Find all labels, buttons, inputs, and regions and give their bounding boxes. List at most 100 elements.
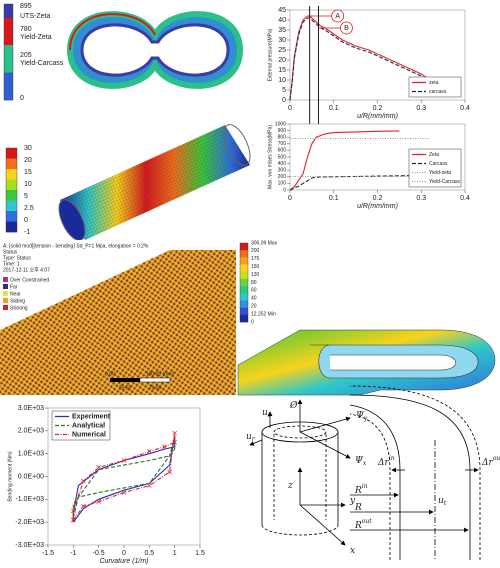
- series-marker: [121, 490, 127, 495]
- label-sup: out: [493, 455, 500, 462]
- ring-model: [66, 11, 244, 89]
- series-marker: [172, 430, 177, 436]
- x-tick-label: 0.2: [373, 195, 383, 202]
- y-tick-label: 400: [278, 161, 287, 167]
- bend-diagram: [349, 385, 481, 560]
- series-marker: [96, 465, 101, 470]
- fe-legend-label: Near: [10, 291, 21, 297]
- cylinder-diagram: [249, 399, 351, 546]
- y-tick-label: 0: [282, 97, 286, 104]
- colorbar-label: 780: [20, 26, 32, 33]
- colorbar-label: 12.252 Min: [251, 311, 276, 317]
- y-tick-label: -3.0E+03: [15, 542, 44, 549]
- y-tick-label: 0: [283, 187, 286, 193]
- label-base: R: [354, 521, 362, 531]
- x-tick-label: -1: [70, 550, 76, 557]
- label-sub: y: [363, 415, 368, 422]
- colorbar-segment: [4, 4, 13, 19]
- y-tick-label: 200: [278, 174, 287, 180]
- legend-label: Yield-zeta: [429, 170, 451, 176]
- y-tick-label: 3.0E+03: [18, 405, 44, 412]
- series-marker: [96, 499, 101, 504]
- x-axis-label: Curvature (1/m): [99, 558, 148, 565]
- fe-legend-label: Sticking: [10, 305, 28, 311]
- diagram-label: Ψx: [355, 456, 367, 467]
- colorbar-label: 40: [251, 296, 257, 302]
- fe-header: Time: 1: [3, 261, 20, 267]
- x-tick-label: 0.1: [329, 105, 339, 112]
- series-marker: [162, 444, 167, 450]
- diagram-label: y: [349, 496, 356, 506]
- y-tick-label: 900: [278, 128, 287, 134]
- tube-model: [58, 124, 251, 241]
- colorbar-segment: [4, 58, 13, 73]
- x-tick-label: 0: [122, 550, 126, 557]
- x-tick-label: 1: [173, 550, 177, 557]
- fe-header: Type: Status: [3, 255, 31, 261]
- annotation-label: B: [344, 25, 349, 32]
- x-tick-label: 0.4: [460, 105, 470, 112]
- scale-label: 25.00: [119, 385, 132, 391]
- annotation-circle: [340, 21, 353, 35]
- colorbar-label: Yield-Zeta: [20, 34, 52, 41]
- colorbar-segment: [6, 179, 17, 191]
- series-line: [289, 130, 400, 191]
- colorbar-segment: [240, 300, 248, 308]
- series-line: [289, 15, 431, 101]
- fe-legend-label: Sliding: [10, 298, 25, 304]
- x-tick-label: 0.1: [329, 195, 339, 202]
- series-line: [72, 433, 176, 521]
- colorbar-frame: [3, 3, 14, 101]
- colorbar-segment: [6, 211, 17, 222]
- x-tick-label: 1.5: [195, 550, 205, 557]
- colorbar-segment: [240, 264, 248, 273]
- label-base: Δr: [481, 458, 493, 468]
- colorbar-label: 80: [251, 280, 257, 286]
- y-tick-label: 35: [278, 27, 286, 34]
- fe-header: Status: [3, 249, 18, 255]
- label-sup: in: [362, 483, 368, 490]
- colorbar-segment: [6, 158, 17, 170]
- diagram-label: uz: [262, 408, 272, 419]
- diagram-label: ut: [438, 496, 447, 507]
- colorbar-label: -1: [24, 229, 30, 236]
- label-base: Δr: [377, 458, 389, 468]
- series-marker: [147, 449, 152, 454]
- colorbar-label: 20: [251, 304, 257, 310]
- colorbar-label: 200: [251, 248, 260, 254]
- y-tick-label: 5: [282, 87, 286, 94]
- y-tick-label: -2.0E+03: [15, 519, 44, 526]
- y-tick-label: 25: [278, 47, 286, 54]
- y-tick-label: 0.0E+00: [18, 473, 44, 480]
- label-sub: t: [444, 500, 447, 507]
- diagram-label: Ψy: [356, 411, 368, 422]
- legend-label: Numerical: [72, 431, 106, 438]
- x-tick-label: -0.5: [93, 550, 105, 557]
- label-base: x: [350, 546, 355, 556]
- colorbar-label: 306.09 Max: [251, 240, 278, 246]
- y-axis-label: Bending moment (Nm): [7, 451, 13, 502]
- label-sup: out: [362, 518, 372, 525]
- legend-label: Carcass: [429, 161, 448, 167]
- legend-label: Zeta: [429, 152, 439, 158]
- colorbar-segment: [4, 45, 13, 60]
- colorbar-label: 2.5: [24, 205, 34, 212]
- series-marker: [167, 469, 172, 475]
- scale-label: 75.00: [149, 385, 162, 391]
- label-base: R: [354, 503, 362, 513]
- x-tick-label: 0.5: [144, 550, 154, 557]
- label-base: z: [287, 481, 293, 491]
- y-tick-label: -1.0E+03: [15, 496, 44, 503]
- label-base: Ψ: [355, 456, 364, 466]
- fe-mesh: [0, 240, 236, 395]
- fe-legend-swatch: [3, 291, 8, 296]
- y-tick-label: 15: [278, 67, 286, 74]
- fe-header: A: [solid mod]{tension - bending} Sd_P=1…: [3, 243, 149, 249]
- colorbar-label: 15: [24, 169, 32, 176]
- fe-header: 2017-12-11 오후 4:07: [3, 267, 50, 273]
- label-sub: z: [267, 412, 272, 419]
- legend-label: Yield-Carcass: [429, 179, 460, 185]
- legend-label: Analytical: [72, 422, 105, 429]
- colorbar-segment: [6, 148, 17, 159]
- diagram-label: z: [287, 481, 293, 491]
